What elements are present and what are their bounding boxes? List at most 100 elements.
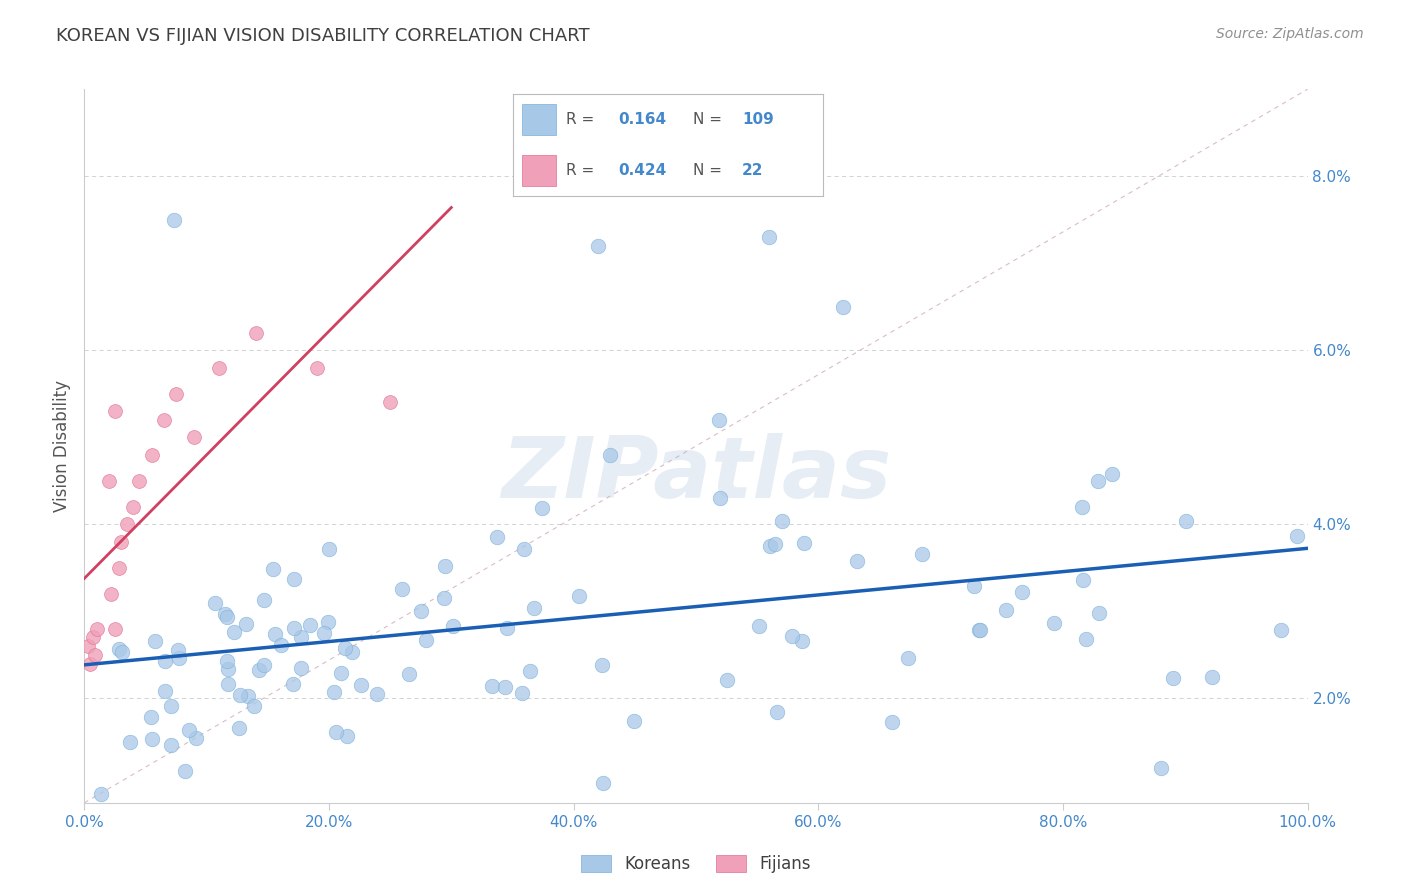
Point: [90, 787, 112, 801]
Point: [243, 699, 266, 714]
Point: [160, 699, 183, 714]
Point: [1150, 761, 1173, 775]
Point: [97, 474, 120, 488]
Point: [586, 239, 609, 253]
Point: [335, 729, 357, 743]
Point: [897, 651, 920, 665]
Point: [217, 610, 239, 624]
Point: [79, 657, 101, 671]
Text: Source: ZipAtlas.com: Source: ZipAtlas.com: [1216, 27, 1364, 41]
Point: [108, 641, 131, 656]
Point: [177, 723, 200, 737]
Point: [831, 300, 853, 314]
Text: R =: R =: [565, 163, 599, 178]
Point: [141, 448, 163, 462]
Point: [433, 558, 456, 573]
Point: [766, 705, 789, 719]
Point: [366, 687, 388, 701]
Point: [519, 664, 541, 678]
Point: [167, 650, 190, 665]
Point: [1087, 606, 1109, 620]
Point: [494, 680, 516, 694]
Point: [1175, 514, 1198, 528]
Text: N =: N =: [693, 163, 727, 178]
Point: [283, 621, 305, 635]
Point: [510, 685, 533, 699]
Point: [290, 630, 312, 644]
Point: [763, 537, 786, 551]
Point: [247, 664, 270, 678]
Point: [229, 688, 252, 702]
Point: [716, 673, 738, 687]
Point: [107, 561, 129, 575]
Text: 109: 109: [742, 112, 773, 127]
Point: [411, 604, 433, 618]
Point: [128, 474, 150, 488]
Point: [290, 661, 312, 675]
Point: [963, 579, 986, 593]
Point: [217, 677, 239, 691]
Point: [1285, 529, 1308, 543]
Point: [253, 658, 276, 673]
Point: [122, 500, 145, 514]
Text: ZIPatlas: ZIPatlas: [501, 433, 891, 516]
Point: [846, 554, 869, 568]
Point: [592, 776, 614, 790]
Point: [165, 386, 187, 401]
Point: [441, 619, 464, 633]
Text: 0.164: 0.164: [619, 112, 666, 127]
Point: [340, 645, 363, 659]
Point: [217, 662, 239, 676]
Legend: Koreans, Fijians: Koreans, Fijians: [575, 848, 817, 880]
Point: [214, 607, 236, 621]
Point: [1043, 616, 1066, 631]
Point: [380, 395, 402, 409]
Point: [264, 626, 287, 640]
Point: [316, 615, 339, 629]
Point: [1087, 474, 1109, 488]
Point: [139, 710, 162, 724]
Point: [1101, 467, 1123, 481]
Text: R =: R =: [565, 112, 599, 127]
Point: [153, 654, 176, 668]
Point: [780, 629, 803, 643]
Point: [1071, 500, 1094, 515]
Point: [1161, 672, 1184, 686]
Point: [591, 657, 613, 672]
Point: [163, 212, 186, 227]
Point: [174, 764, 197, 778]
Point: [305, 360, 328, 375]
Point: [770, 514, 793, 528]
Text: 0.424: 0.424: [619, 163, 666, 178]
Point: [486, 530, 509, 544]
Y-axis label: Vision Disability: Vision Disability: [53, 380, 72, 512]
Point: [793, 535, 815, 549]
Point: [235, 617, 257, 632]
Point: [318, 542, 340, 557]
Point: [599, 448, 621, 462]
Point: [141, 732, 163, 747]
Point: [1011, 584, 1033, 599]
Point: [104, 404, 127, 418]
Point: [262, 562, 284, 576]
Point: [115, 517, 138, 532]
Point: [86, 622, 108, 636]
Point: [512, 541, 534, 556]
Point: [323, 685, 346, 699]
Point: [325, 725, 347, 739]
Point: [184, 731, 207, 746]
Point: [111, 645, 134, 659]
Point: [82, 631, 104, 645]
Point: [335, 640, 357, 655]
Point: [1270, 624, 1292, 638]
Point: [391, 582, 413, 596]
Point: [143, 634, 166, 648]
Point: [433, 591, 456, 606]
Point: [1074, 632, 1097, 647]
Point: [204, 596, 226, 610]
Point: [415, 633, 437, 648]
Point: [1201, 670, 1223, 684]
Point: [568, 589, 591, 603]
Point: [758, 539, 780, 553]
Point: [299, 618, 322, 632]
